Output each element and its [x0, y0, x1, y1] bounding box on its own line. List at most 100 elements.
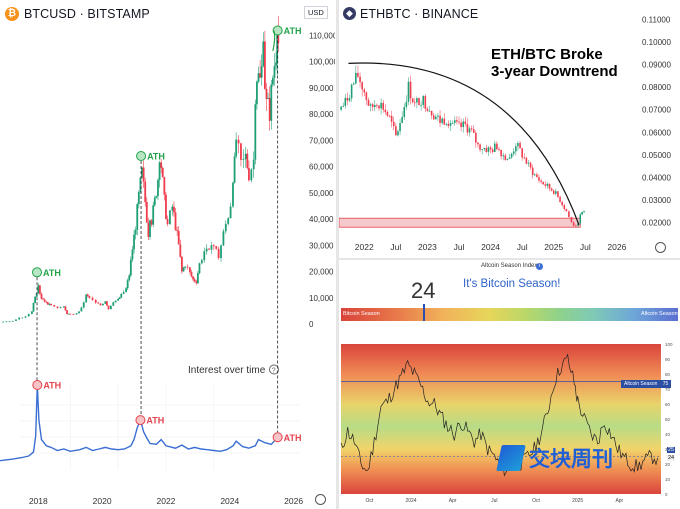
- ath-label: ATH: [147, 152, 165, 162]
- btc-candle: [229, 206, 232, 219]
- eth-candle: [491, 149, 494, 152]
- btc-candle: [179, 244, 182, 257]
- eth-x-tick-label: Jul: [517, 242, 528, 252]
- btc-candle: [48, 303, 51, 305]
- eth-candle: [432, 115, 435, 120]
- alt-x-tick-label: 2024: [405, 498, 416, 504]
- eth-candle: [504, 155, 507, 160]
- alt-x-tick-label: Apr: [449, 498, 457, 504]
- btc-candle: [188, 267, 191, 273]
- eth-candle: [376, 104, 378, 106]
- btc-candle: [128, 275, 131, 281]
- alt-y-tick-label: 100: [665, 342, 673, 347]
- eth-y-tick-label: 0.11000: [642, 15, 671, 24]
- gear-icon[interactable]: [315, 494, 326, 505]
- altcoin-line-label: Altcoin Season 75: [621, 380, 672, 388]
- btc-candle: [256, 81, 258, 105]
- eth-candle: [515, 146, 517, 152]
- eth-candle: [519, 143, 521, 149]
- btc-candle: [196, 273, 199, 284]
- btc-candle: [99, 303, 102, 306]
- eth-candle: [493, 143, 496, 152]
- btc-candle: [224, 223, 227, 232]
- eth-candle: [521, 148, 523, 158]
- eth-candle: [392, 121, 395, 127]
- btc-candle: [144, 181, 147, 203]
- currency-badge[interactable]: USD: [304, 6, 328, 19]
- eth-candle: [348, 98, 351, 101]
- eth-x-tick-label: 2026: [607, 242, 626, 252]
- info-icon[interactable]: i: [536, 263, 543, 270]
- btc-candle: [267, 97, 269, 100]
- ath-label: ATH: [43, 268, 61, 278]
- btc-candle: [233, 156, 236, 183]
- eth-candle: [487, 147, 490, 152]
- btc-candle: [141, 167, 143, 178]
- eth-candle: [542, 181, 545, 185]
- eth-candle: [552, 190, 555, 194]
- eth-candle: [357, 72, 359, 77]
- btc-candle: [186, 266, 189, 268]
- btc-candle: [276, 29, 279, 63]
- eth-candle: [466, 123, 469, 133]
- btc-candle: [163, 177, 166, 195]
- current-badge-bottom: 24: [667, 455, 676, 461]
- eth-y-tick-label: 0.05000: [642, 151, 671, 160]
- btc-candle: [153, 197, 156, 206]
- eth-candle: [568, 211, 570, 218]
- eth-candle: [405, 101, 408, 108]
- ath-marker-dot: [32, 380, 43, 390]
- btc-candle: [210, 245, 213, 250]
- btc-candle: [72, 314, 75, 315]
- gear-icon[interactable]: [655, 242, 666, 253]
- btc-candle: [157, 179, 159, 196]
- btc-candle: [56, 306, 59, 308]
- btc-candle: [252, 159, 255, 170]
- eth-x-tick-label: Jul: [580, 242, 591, 252]
- eth-candle: [443, 118, 446, 125]
- btc-candle: [158, 162, 161, 180]
- btc-candle: [182, 267, 185, 272]
- eth-candle: [548, 183, 551, 189]
- eth-candle: [508, 157, 511, 159]
- eth-y-tick-label: 0.09000: [642, 61, 671, 70]
- eth-candle: [462, 121, 465, 128]
- btc-candle: [122, 292, 125, 294]
- btc-candle: [66, 310, 68, 315]
- eth-candle: [342, 105, 345, 107]
- btc-candle: [254, 104, 257, 160]
- eth-candle: [388, 115, 391, 117]
- btc-candle: [15, 319, 17, 321]
- eth-candle: [533, 174, 536, 176]
- current-badge-top: 25: [667, 447, 676, 453]
- eth-candle: [365, 92, 368, 100]
- btc-y-tick-label: 10,000: [309, 294, 334, 303]
- btc-candle: [82, 302, 85, 308]
- btc-candle: [160, 162, 163, 168]
- btc-candle: [260, 66, 263, 78]
- btc-candle: [62, 306, 65, 308]
- eth-candle: [359, 76, 361, 83]
- btc-candle: [242, 159, 245, 160]
- scale-left-label: Bitcoin Season: [343, 311, 380, 317]
- btc-candle: [46, 302, 49, 305]
- ethereum-icon: ◆: [343, 7, 356, 20]
- eth-candle: [544, 184, 547, 186]
- btc-candle: [129, 259, 132, 276]
- eth-candle: [464, 121, 467, 124]
- btc-candle: [184, 266, 187, 268]
- eth-candle: [479, 144, 481, 150]
- eth-y-tick-label: 0.04000: [642, 174, 671, 183]
- eth-candle: [401, 117, 403, 123]
- btc-candle: [200, 260, 203, 264]
- btc-candle: [227, 218, 230, 224]
- alt-x-tick-label: Apr: [615, 498, 623, 504]
- ath-marker-price: ATH: [272, 25, 302, 36]
- eth-candle: [475, 132, 477, 143]
- btc-candle: [27, 313, 30, 317]
- alt-y-tick-label: 80: [665, 372, 671, 377]
- ath-marker-dot: [135, 415, 146, 426]
- eth-candle: [424, 96, 427, 109]
- btc-candle: [237, 139, 240, 144]
- eth-candle: [397, 131, 399, 136]
